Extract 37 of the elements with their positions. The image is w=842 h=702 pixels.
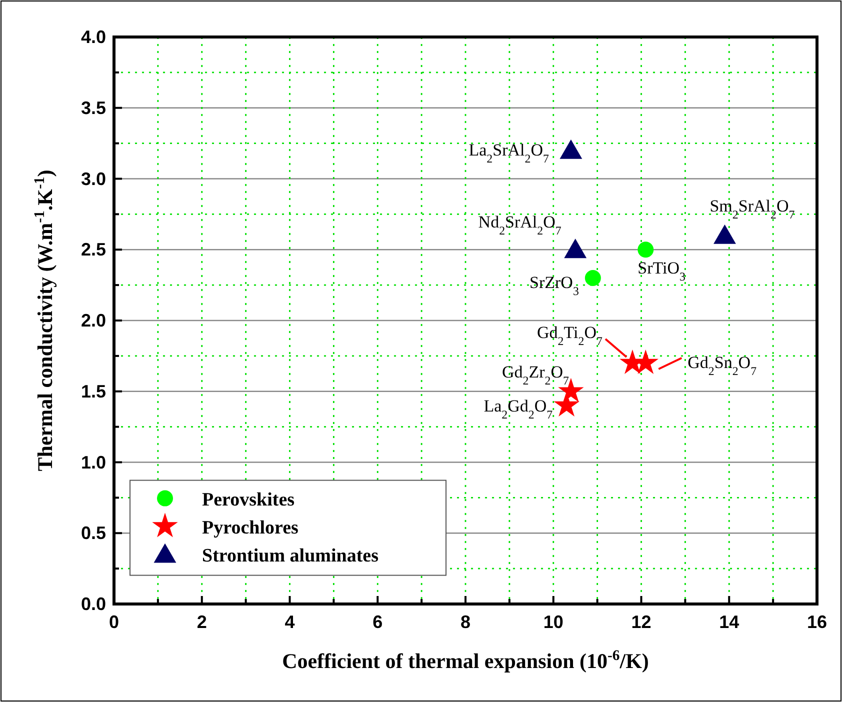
point <box>554 392 580 416</box>
annotation: Gd$_{2}$Ti$_{2}$O$_{7}$ <box>537 323 603 348</box>
point <box>714 224 736 244</box>
x-tick-label: 16 <box>806 612 828 632</box>
text: 0.0 <box>80 594 106 614</box>
x-axis-title: Coefficient of thermal expansion (10$^{-6}$/K) <box>282 648 649 673</box>
annotation: SrTiO$_{3}$ <box>638 258 686 284</box>
annotation: Gd$_{2}$Zr$_{2}$O$_{7}$ <box>502 362 569 388</box>
y-tick-label: 2.5 <box>80 240 106 260</box>
y-tick-label: 0.5 <box>80 523 106 544</box>
annotation: Nd$_{2}$SrAl$_{2}$O$_{7}$ <box>478 212 562 238</box>
x-tick-label: 4 <box>284 612 295 632</box>
annotation: La$_{2}$SrAl$_{2}$O$_{7}$ <box>468 140 549 166</box>
y-tick-label: 3.0 <box>80 168 106 189</box>
x-tick-label: 6 <box>372 612 383 632</box>
x-tick-label: 12 <box>631 612 652 632</box>
annotation: Gd$_{2}$Sn$_{2}$O$_{7}$ <box>688 353 757 378</box>
point <box>638 242 654 258</box>
y-tick-label: 1.5 <box>80 381 106 402</box>
annotation: La$_{2}$Gd$_{2}$O$_{7}$ <box>484 396 553 422</box>
x-tick-label: 10 <box>543 612 564 632</box>
point <box>564 238 587 258</box>
point <box>584 270 601 286</box>
annotation: Sm$_{2}$SrAl$_{2}$O$_{7}$ <box>710 196 795 222</box>
y-tick-label: 1.0 <box>80 452 106 472</box>
legend-label: Pyrochlores <box>202 517 298 538</box>
x-tick-label: 14 <box>719 612 740 632</box>
point <box>560 139 582 159</box>
y-tick-label: 3.5 <box>80 98 106 118</box>
y-tick-label: 2.0 <box>80 310 106 330</box>
x-tick-label: 8 <box>460 612 471 632</box>
x-tick-label: 2 <box>196 612 207 632</box>
x-tick-label: 0 <box>108 612 120 632</box>
legend-label: Strontium aluminates <box>202 545 378 566</box>
legend-label: Perovskites <box>202 489 295 510</box>
y-tick-label: 4.0 <box>80 27 106 47</box>
annotation: SrZrO$_{3}$ <box>530 272 579 298</box>
